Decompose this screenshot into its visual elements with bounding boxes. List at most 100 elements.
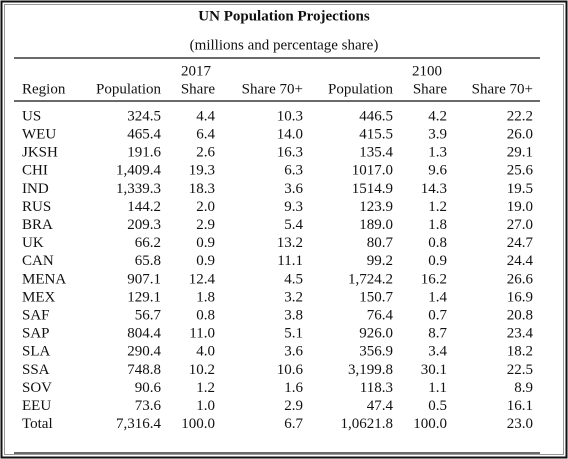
table-title: UN Population Projections	[198, 8, 370, 24]
cell: 3.6	[284, 181, 303, 197]
cell: 2.9	[284, 398, 303, 414]
column-header: Region	[22, 81, 66, 97]
cell: 0.8	[428, 235, 447, 251]
cell: 191.6	[127, 145, 161, 161]
column-header: Population	[96, 81, 162, 97]
row-label: SLA	[22, 344, 51, 360]
cell: 3.6	[284, 344, 303, 360]
cell: 10.2	[189, 362, 215, 378]
column-header: Share	[413, 81, 447, 97]
row-label: WEU	[22, 127, 56, 143]
cell: 4.0	[196, 344, 215, 360]
cell: 446.5	[359, 108, 393, 124]
cell: 29.1	[507, 145, 533, 161]
inner-frame	[4, 4, 564, 455]
cell: 99.2	[367, 253, 393, 269]
column-header: Share	[181, 81, 215, 97]
row-label: SAP	[22, 326, 50, 342]
cell: 324.5	[127, 108, 161, 124]
cell: 10.6	[277, 362, 304, 378]
cell: 90.6	[135, 380, 162, 396]
cell: 0.5	[428, 398, 447, 414]
cell: 209.3	[127, 217, 161, 233]
row-label: CAN	[22, 253, 54, 269]
cell: 6.3	[284, 163, 303, 179]
cell: 65.8	[135, 253, 161, 269]
cell: 27.0	[507, 217, 533, 233]
column-header: Share 70+	[472, 81, 533, 97]
cell: 3,199.8	[348, 362, 393, 378]
cell: 100.0	[181, 416, 215, 432]
cell: 6.7	[284, 416, 303, 432]
cell: 56.7	[135, 308, 162, 324]
year-header: 2100	[412, 63, 442, 79]
cell: 135.4	[359, 145, 393, 161]
cell: 123.9	[359, 199, 393, 215]
cell: 1,339.3	[116, 181, 161, 197]
cell: 19.5	[507, 181, 533, 197]
cell: 1.3	[428, 145, 447, 161]
cell: 25.6	[507, 163, 534, 179]
table-subtitle: (millions and percentage share)	[190, 37, 379, 53]
cell: 76.4	[367, 308, 394, 324]
cell: 748.8	[127, 362, 161, 378]
cell: 14.0	[277, 127, 303, 143]
cell: 0.8	[196, 308, 215, 324]
cell: 0.9	[196, 235, 215, 251]
row-label: IND	[22, 181, 49, 197]
cell: 8.7	[428, 326, 447, 342]
cell: 9.3	[284, 199, 303, 215]
cell: 1.2	[196, 380, 215, 396]
cell: 2.0	[196, 199, 215, 215]
cell: 4.5	[284, 271, 303, 287]
cell: 150.7	[359, 289, 393, 305]
cell: 7,316.4	[116, 416, 162, 432]
column-header: Population	[328, 81, 394, 97]
cell: 118.3	[360, 380, 393, 396]
cell: 16.9	[507, 289, 533, 305]
cell: 8.9	[514, 380, 533, 396]
cell: 22.5	[507, 362, 533, 378]
row-label: MEX	[22, 289, 56, 305]
row-label: SSA	[22, 362, 50, 378]
cell: 12.4	[189, 271, 216, 287]
cell: 465.4	[127, 127, 161, 143]
cell: 3.2	[284, 289, 303, 305]
row-label: SOV	[22, 380, 52, 396]
cell: 9.6	[428, 163, 447, 179]
row-label: EEU	[22, 398, 51, 414]
cell: 24.4	[507, 253, 534, 269]
cell: 189.0	[359, 217, 393, 233]
cell: 22.2	[507, 108, 533, 124]
cell: 66.2	[135, 235, 161, 251]
cell: 2.6	[196, 145, 215, 161]
cell: 16.2	[421, 271, 447, 287]
cell: 804.4	[127, 326, 161, 342]
cell: 18.3	[189, 181, 215, 197]
cell: 907.1	[127, 271, 161, 287]
cell: 4.4	[196, 108, 215, 124]
row-label: Total	[22, 416, 53, 432]
cell: 356.9	[359, 344, 393, 360]
cell: 1,0621.8	[341, 416, 394, 432]
row-label: JKSH	[22, 145, 58, 161]
row-label: BRA	[22, 217, 53, 233]
cell: 11.0	[189, 326, 215, 342]
cell: 6.4	[196, 127, 215, 143]
cell: 13.2	[277, 235, 303, 251]
cell: 30.1	[421, 362, 447, 378]
cell: 47.4	[367, 398, 394, 414]
cell: 1.8	[196, 289, 215, 305]
row-label: CHI	[22, 163, 48, 179]
cell: 26.0	[507, 127, 533, 143]
cell: 3.8	[284, 308, 303, 324]
cell: 1.8	[428, 217, 447, 233]
cell: 144.2	[127, 199, 161, 215]
row-label: US	[22, 108, 41, 124]
cell: 11.1	[277, 253, 303, 269]
cell: 23.0	[507, 416, 533, 432]
cell: 16.1	[507, 398, 533, 414]
cell: 1.1	[428, 380, 447, 396]
